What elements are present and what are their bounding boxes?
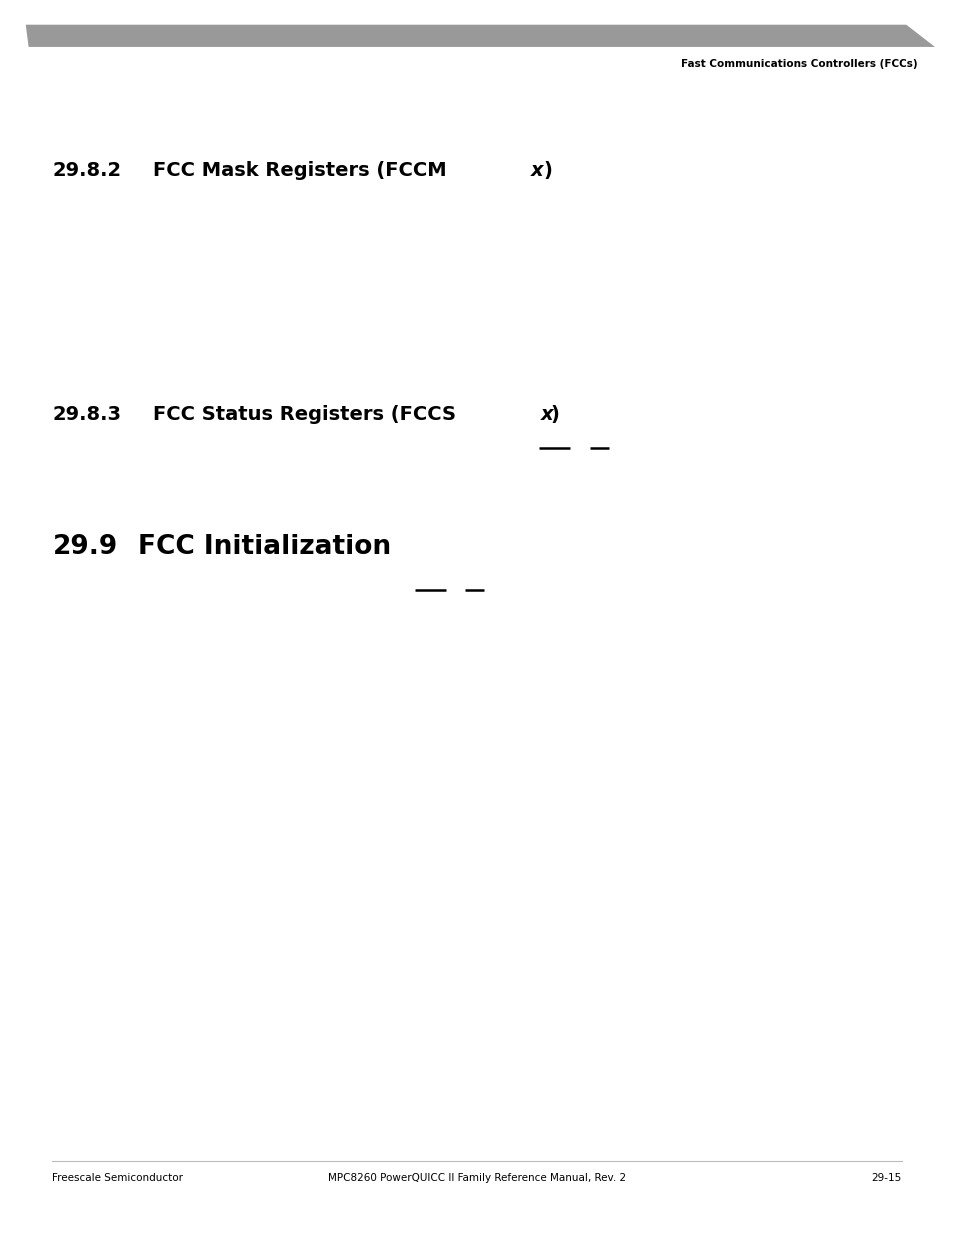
Text: FCC Status Registers (FCCS: FCC Status Registers (FCCS [152,405,456,424]
Text: ): ) [550,405,559,424]
Text: MPC8260 PowerQUICC II Family Reference Manual, Rev. 2: MPC8260 PowerQUICC II Family Reference M… [328,1173,625,1183]
Text: 29.8.2: 29.8.2 [52,161,121,179]
Text: 29.8.3: 29.8.3 [52,405,121,424]
Text: Fast Communications Controllers (FCCs): Fast Communications Controllers (FCCs) [680,59,917,69]
Text: FCC Initialization: FCC Initialization [138,534,391,559]
Text: 29-15: 29-15 [870,1173,901,1183]
Text: x: x [531,161,543,179]
Text: 29.9: 29.9 [52,534,117,559]
Text: x: x [540,405,553,424]
Text: FCC Mask Registers (FCCM: FCC Mask Registers (FCCM [152,161,446,179]
Text: ): ) [543,161,552,179]
Text: Freescale Semiconductor: Freescale Semiconductor [52,1173,183,1183]
Polygon shape [26,25,934,47]
